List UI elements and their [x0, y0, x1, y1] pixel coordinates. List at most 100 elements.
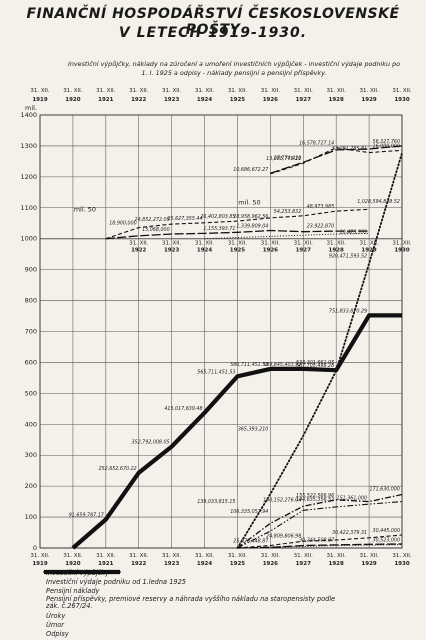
series-0-data-label: 415,017,639.48: [164, 406, 202, 412]
top-axis-year-label: 1930: [394, 97, 409, 103]
inset-axis-date-label: 31. XII.: [228, 241, 248, 247]
upper-inset-series-0-line: [270, 147, 403, 175]
top-axis-year-label: 1920: [65, 97, 80, 103]
bottom-axis-date-label: 31. XII.: [327, 553, 347, 559]
inset-axis-date-label: 31. XII.: [261, 241, 281, 247]
series-0-data-label: 751,833,870.29: [329, 308, 367, 314]
top-axis-year-label: 1926: [263, 97, 278, 103]
inset-series-1-data-label: 1,339,809.04: [236, 223, 268, 229]
bottom-axis-date-label: 31. XII.: [162, 553, 182, 559]
bottom-axis-year-label: 1921: [98, 561, 113, 567]
series-0-data-label: 587,705,498.28: [296, 363, 334, 369]
inset-series-0-data-label: 18,900,000: [109, 221, 136, 227]
inset-axis-year-label: 1922: [131, 248, 146, 254]
inset-axis-date-label: 31. XII.: [327, 241, 347, 247]
series-5-data-label: 30,244,508.97: [299, 537, 334, 543]
series-5-data-label: 30,523,000: [373, 538, 400, 544]
y-tick-label: 1100: [20, 204, 37, 212]
series-6-data-label: 25,078,448.87: [233, 539, 268, 545]
inset-axis-year-label: 1928: [329, 248, 344, 254]
y-tick-label: 300: [25, 451, 37, 459]
series-4-data-label: 30,422,379.31: [332, 530, 367, 536]
y-tick-label: 200: [25, 482, 37, 490]
bottom-axis-year-label: 1922: [131, 561, 146, 567]
top-axis-date-label: 31. XII.: [359, 88, 379, 94]
y-tick-label: 1300: [20, 142, 37, 150]
series-4-data-label: 30,445,000: [373, 528, 400, 534]
top-axis-year-label: 1923: [164, 97, 179, 103]
series-2-data-label: 106,335,052.94: [230, 509, 268, 515]
bottom-axis-year-label: 1930: [394, 561, 409, 567]
top-axis-date-label: 31. XII.: [261, 88, 281, 94]
top-axis-date-label: 31. XII.: [129, 88, 149, 94]
inset-upper-y-tick-label: mil. 50: [238, 198, 260, 206]
series-0-line: [71, 313, 402, 550]
top-axis-date-label: 31. XII.: [30, 88, 50, 94]
legend-label: Pensijní příspěvky, premiové reservy a n…: [46, 595, 336, 611]
bottom-axis-date-label: 31. XII.: [30, 553, 50, 559]
series-1-line: [236, 152, 403, 549]
inset-series-2-line: [204, 232, 370, 240]
series-0-data-label: 91,659,787.17: [69, 513, 104, 519]
bottom-axis-year-label: 1919: [32, 561, 47, 567]
top-axis-date-label: 31. XII.: [228, 88, 248, 94]
legend-label: Úroky: [46, 611, 66, 620]
upper-inset-series-0-data-label: 13,085,779.21: [266, 156, 301, 162]
inset-series-1-line: [105, 229, 370, 240]
inset-series-1-data-label: 23,922,870: [307, 223, 334, 229]
top-axis-year-label: 1927: [296, 97, 311, 103]
inset-axis-year-label: 1925: [230, 248, 245, 254]
inset-axis-year-label: 1927: [296, 248, 311, 254]
bottom-axis-date-label: 31. XII.: [294, 553, 314, 559]
inset-axis-year-label: 1926: [263, 248, 278, 254]
top-axis-year-label: 1922: [131, 97, 146, 103]
y-tick-label: 800: [25, 297, 37, 305]
inset-series-0-data-label: 28,958,962.56: [233, 214, 268, 220]
bottom-axis-date-label: 31. XII.: [228, 553, 248, 559]
legend-label: Pensijní náklady: [46, 587, 100, 596]
series-0-data-label: 580,711,451.53: [230, 362, 268, 368]
y-tick-label: 500: [25, 389, 37, 397]
series-2-data-label: 171,630,000: [369, 487, 400, 493]
series-4-line: [237, 534, 403, 549]
bottom-axis-date-label: 31. XII.: [63, 553, 83, 559]
series-0-data-label: 252,652,670.22: [99, 466, 137, 472]
upper-inset-series-0-data-label: 10,686,672.27: [233, 167, 268, 173]
upper-inset-series-0-data-label: 16,000,000: [373, 143, 400, 149]
bottom-axis-year-label: 1929: [361, 561, 376, 567]
series-2-line: [237, 493, 403, 549]
series-1-data-label: 365,393,210: [238, 427, 269, 433]
chart-title-line1: FINANČNÍ HOSPODÁŘSTVÍ ČESKOSLOVENSKÉ POŠ…: [26, 6, 400, 38]
legend-item: Pensijní příspěvky, premiové reservy a n…: [42, 571, 422, 611]
bottom-axis-date-label: 31. XII.: [129, 553, 149, 559]
plot-frame: [39, 114, 403, 549]
series-1-data-label: 538,301,661.05: [296, 360, 334, 366]
y-tick-label: 900: [25, 266, 37, 274]
y-tick-label: 400: [25, 420, 37, 428]
top-axis-date-label: 31. XII.: [63, 88, 83, 94]
y-axis-unit-label: mil.: [25, 104, 37, 112]
upper-inset-series-0-data-label: 16,578,727.14: [299, 141, 334, 147]
inset-series-2-data-label: 10,423,931: [340, 229, 367, 235]
series-1-data-label: 920,471,593.52: [329, 253, 367, 259]
y-tick-label: 1200: [20, 173, 37, 181]
legend-swatch: [44, 571, 120, 573]
inset-series-0-data-label: 48,973,985: [307, 204, 334, 210]
upper-inset-series-1-data-label: 53,281,785.81: [332, 146, 367, 152]
series-3-data-label: 144,635,356.52: [296, 497, 334, 503]
legend-label: Investiční výdaje podniku od 1.ledna 192…: [46, 577, 186, 586]
chart-subtitle: Investiční výpůjčky, náklady na zúročení…: [67, 60, 401, 77]
top-axis-date-label: 31. XII.: [96, 88, 116, 94]
top-axis-date-label: 31. XII.: [294, 88, 314, 94]
inset-axis-date-label: 31. XII.: [129, 241, 149, 247]
series-0-data-label: 565,711,451.53: [197, 369, 235, 375]
upper-inset-series-1-data-label: 56,327,760: [373, 139, 400, 145]
legend-label: Odpisy: [46, 630, 69, 639]
series-5-line: [237, 543, 403, 549]
top-axis-year-label: 1925: [230, 97, 245, 103]
inset-axis-date-label: 31. XII.: [195, 241, 215, 247]
series-2-data-label: 155,522,566.96: [296, 493, 334, 499]
inset-axis-year-label: 1923: [164, 248, 179, 254]
inset-axis-year-label: 1930: [394, 248, 409, 254]
